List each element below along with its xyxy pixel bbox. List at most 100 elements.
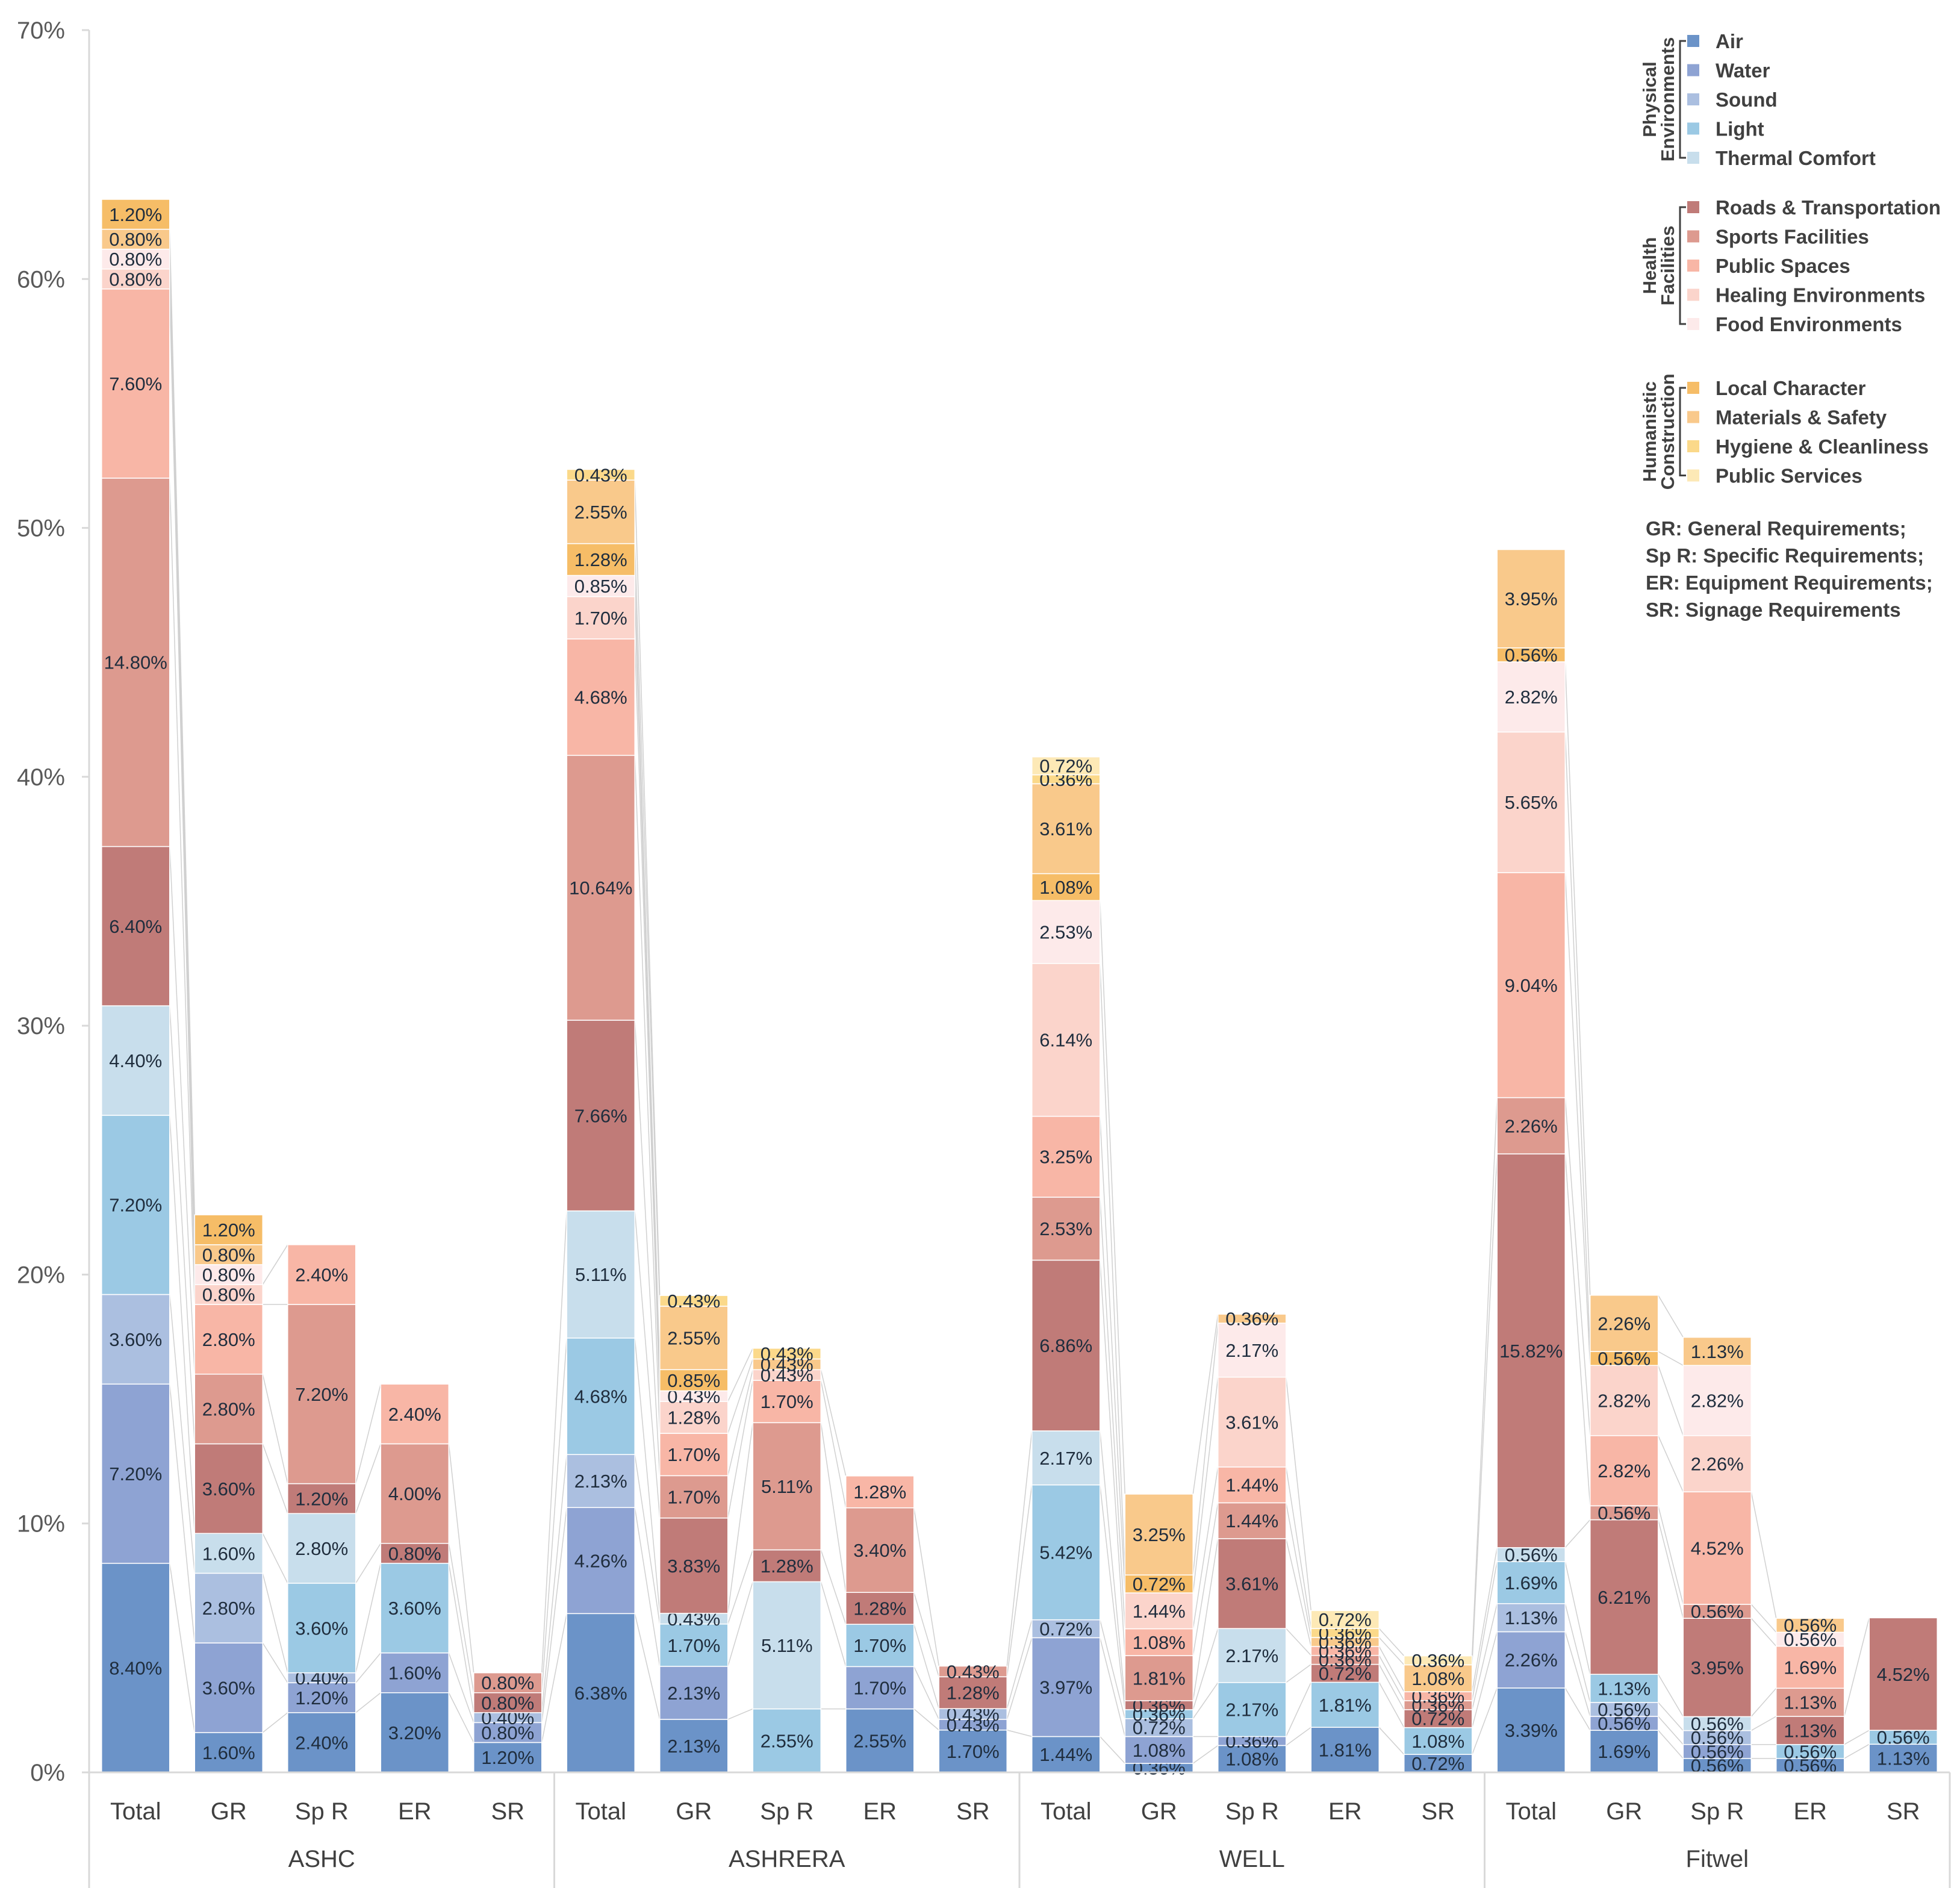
- data-label: 3.60%: [202, 1677, 255, 1698]
- bar-segment-air: [287, 1712, 356, 1773]
- bar-segment-healing-environments: [1496, 731, 1566, 873]
- connector-line: [541, 1507, 567, 1723]
- bar-segment-light: [566, 1338, 635, 1455]
- bar-segment-air: [1218, 1745, 1287, 1773]
- bar-segment-water: [1031, 1637, 1101, 1737]
- data-label: 1.81%: [1133, 1668, 1186, 1689]
- bar-segment-sports-facilities: [380, 1443, 449, 1544]
- connector-line: [634, 755, 661, 1434]
- legend-swatch-roads-and-transportation: [1687, 201, 1699, 213]
- data-label: 6.38%: [574, 1683, 627, 1704]
- connector-line: [1100, 1637, 1125, 1737]
- bar-segment-light: [1031, 1484, 1101, 1621]
- data-label: 2.26%: [1505, 1650, 1558, 1671]
- connector-line: [262, 1533, 288, 1584]
- connector-line: [1192, 1682, 1219, 1719]
- connector-line: [634, 1454, 661, 1624]
- bar-segment-healing-environments: [1590, 1365, 1659, 1436]
- legend-swatch-food-environments: [1687, 318, 1699, 330]
- data-label: 0.72%: [1039, 1619, 1092, 1640]
- connector-line: [1564, 732, 1591, 1352]
- connector-line: [1564, 1561, 1591, 1675]
- connector-line: [1286, 1466, 1311, 1629]
- category-label: Total: [1041, 1798, 1092, 1825]
- bar-segment-roads-and-transportation: [845, 1592, 915, 1625]
- connector-line: [820, 1550, 847, 1625]
- legend-label-food-environments: Food Environments: [1716, 313, 1902, 335]
- connector-line: [262, 1573, 288, 1673]
- legend-swatch-local-character: [1687, 382, 1699, 394]
- bar-segment-water: [380, 1652, 449, 1693]
- legend-swatch-hygiene-and-cleanliness: [1687, 440, 1699, 452]
- category-label: SR: [1887, 1798, 1920, 1825]
- data-label: 1.08%: [1039, 877, 1092, 898]
- data-label: 2.80%: [202, 1329, 255, 1350]
- legend-group-bracket: [1679, 206, 1686, 325]
- data-label: 3.95%: [1691, 1657, 1744, 1678]
- category-label: Sp R: [1225, 1798, 1279, 1825]
- bar-segment-public-spaces: [1590, 1435, 1659, 1507]
- data-label: 1.28%: [574, 549, 627, 570]
- data-label: 1.28%: [853, 1598, 906, 1619]
- data-label: 2.55%: [853, 1730, 906, 1751]
- connector-line: [727, 1369, 753, 1476]
- bar-segment-sports-facilities: [194, 1373, 263, 1445]
- connector-line: [727, 1380, 753, 1518]
- connector-line: [1100, 1430, 1125, 1701]
- category-label: ER: [398, 1798, 432, 1825]
- connector-line: [1100, 1116, 1125, 1594]
- data-label: 1.28%: [853, 1481, 906, 1503]
- data-label: 0.85%: [667, 1370, 720, 1391]
- legend-group-label: Physical: [1639, 61, 1660, 137]
- connector-line: [634, 638, 661, 1402]
- bar-segment-local-character: [1124, 1574, 1193, 1594]
- bar-segment-roads-and-transportation: [1031, 1259, 1101, 1432]
- data-label: 3.25%: [1133, 1524, 1186, 1545]
- data-label: 4.52%: [1691, 1538, 1744, 1559]
- data-label: 2.80%: [202, 1598, 255, 1619]
- bar-segment-light: [1496, 1561, 1566, 1604]
- legend-label-public-services: Public Services: [1716, 465, 1862, 487]
- data-label: 0.72%: [1133, 1718, 1186, 1739]
- data-label: 2.80%: [202, 1399, 255, 1420]
- legend-label-sports-facilities: Sports Facilities: [1716, 226, 1869, 248]
- data-label: 1.44%: [1225, 1475, 1278, 1496]
- data-label: 0.72%: [1411, 1709, 1464, 1730]
- bar-segment-sports-facilities: [566, 755, 635, 1021]
- data-label: 1.08%: [1411, 1668, 1464, 1689]
- group-label: ASHC: [288, 1846, 355, 1872]
- bar-segment-thermal-comfort: [287, 1513, 356, 1584]
- group-label: Fitwel: [1686, 1846, 1749, 1872]
- connector-line: [355, 1543, 381, 1584]
- data-label: 2.55%: [667, 1328, 720, 1349]
- data-label: 1.60%: [388, 1663, 441, 1684]
- data-label: 1.13%: [1691, 1341, 1744, 1362]
- data-label: 1.20%: [295, 1687, 348, 1709]
- data-label: 0.43%: [667, 1291, 720, 1312]
- connector-line: [1750, 1687, 1777, 1717]
- category-label: GR: [1606, 1798, 1642, 1825]
- connector-line: [1378, 1655, 1405, 1701]
- bar-segment-thermal-comfort: [1218, 1628, 1287, 1683]
- connector-line: [1192, 1466, 1219, 1629]
- data-label: 0.72%: [1411, 1753, 1464, 1774]
- bar-segment-materials-and-safety: [659, 1306, 729, 1371]
- connector-line: [1378, 1727, 1405, 1755]
- connector-line: [541, 1210, 567, 1673]
- connector-line: [1378, 1628, 1405, 1657]
- data-label: 2.26%: [1598, 1313, 1650, 1334]
- category-label: Total: [1506, 1798, 1557, 1825]
- category-label: SR: [491, 1798, 524, 1825]
- note-line: SR: Signage Requirements: [1646, 599, 1901, 621]
- bar-segment-sports-facilities: [659, 1475, 729, 1519]
- legend-label-thermal-comfort: Thermal Comfort: [1716, 147, 1876, 169]
- bar-segment-public-spaces: [1218, 1466, 1287, 1504]
- data-label: 1.70%: [853, 1635, 906, 1656]
- data-label: 0.80%: [481, 1672, 534, 1693]
- connector-line: [727, 1708, 753, 1720]
- connector-line: [1378, 1682, 1405, 1728]
- data-label: 6.21%: [1598, 1587, 1650, 1608]
- bar-segment-water: [473, 1722, 543, 1743]
- category-label: Sp R: [295, 1798, 349, 1825]
- connector-line: [1100, 900, 1125, 1494]
